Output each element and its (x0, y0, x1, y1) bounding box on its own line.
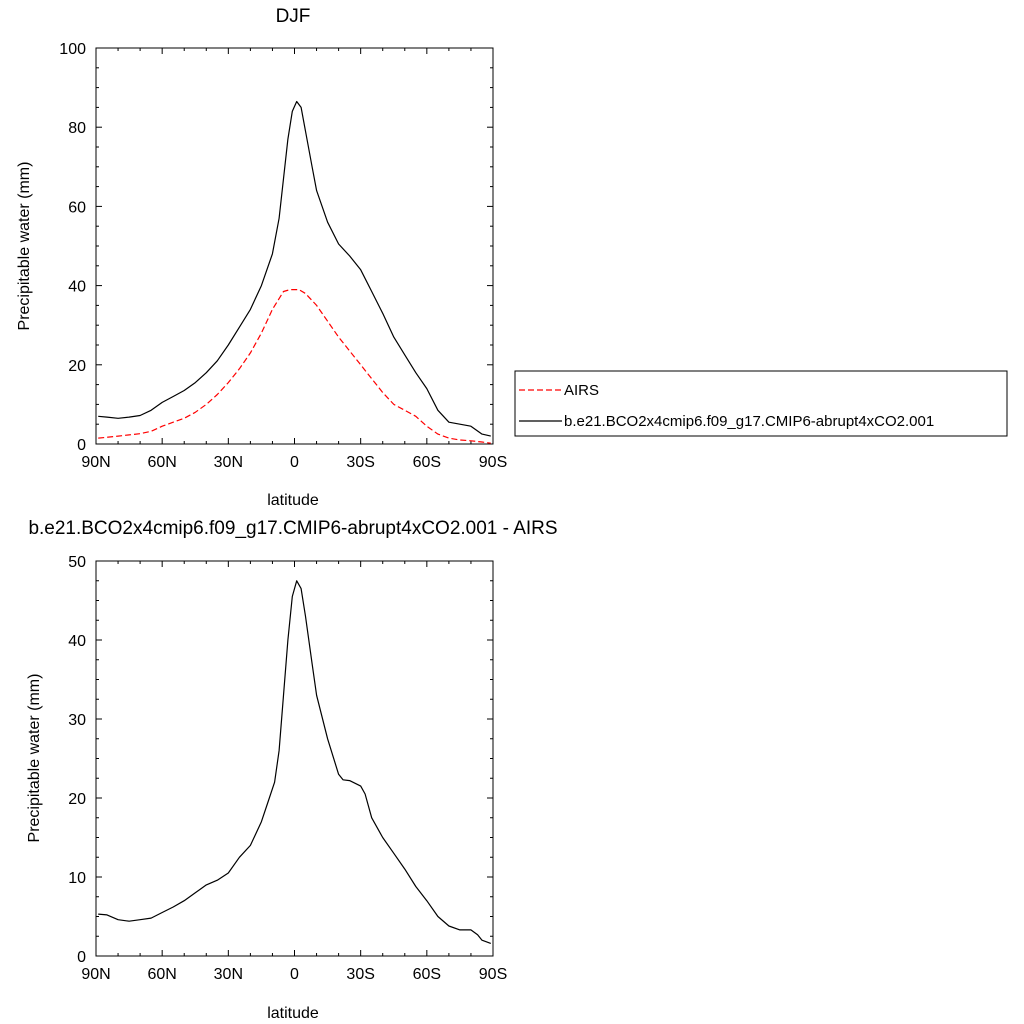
x-tick-labels: 90N 60N 30N 0 30S 60S 90S (81, 966, 507, 983)
x-tick-label: 30N (214, 454, 243, 471)
axis-ticks (95, 47, 494, 445)
y-axis-label: Precipitable water (mm) (26, 674, 43, 843)
y-tick-label: 40 (68, 633, 86, 650)
y-tick-label: 60 (68, 199, 86, 216)
x-axis-label: latitude (267, 492, 319, 509)
legend-box (514, 370, 1008, 437)
y-tick-label: 80 (68, 120, 86, 137)
x-tick-label: 90S (479, 966, 507, 983)
x-tick-label: 30S (346, 454, 374, 471)
y-tick-label: 100 (59, 41, 86, 58)
series-line-0 (98, 289, 491, 444)
x-tick-label: 90N (81, 966, 110, 983)
panel-title: DJF (276, 6, 311, 27)
legend-label-model: b.e21.BCO2x4cmip6.f09_g17.CMIP6-abrupt4x… (564, 413, 934, 430)
x-tick-label: 60S (413, 454, 441, 471)
difference-panel: b.e21.BCO2x4cmip6.f09_g17.CMIP6-abrupt4x… (26, 518, 558, 1022)
x-tick-label: 30N (214, 966, 243, 983)
axis-ticks (95, 560, 494, 957)
y-tick-label: 20 (68, 358, 86, 375)
x-tick-label: 90N (81, 454, 110, 471)
x-tick-label: 90S (479, 454, 507, 471)
legend-label-airs: AIRS (564, 382, 599, 399)
series-line-0 (98, 580, 492, 944)
x-tick-label: 60S (413, 966, 441, 983)
x-tick-label: 30S (346, 966, 374, 983)
djf-panel: DJF 90N 60N 30N 0 30S 60S 90S 0 20 40 60 80 100 lat… (16, 6, 507, 509)
x-tick-label: 60N (147, 966, 176, 983)
y-tick-label: 40 (68, 279, 86, 296)
y-axis-label: Precipitable water (mm) (16, 162, 33, 331)
y-tick-label: 10 (68, 870, 86, 887)
y-tick-label: 50 (68, 554, 86, 571)
x-tick-label: 0 (290, 454, 299, 471)
y-tick-label: 0 (77, 437, 86, 454)
y-tick-label: 30 (68, 712, 86, 729)
panel-title: b.e21.BCO2x4cmip6.f09_g17.CMIP6-abrupt4x… (28, 518, 557, 539)
legend: AIRS b.e21.BCO2x4cmip6.f09_g17.CMIP6-abr… (514, 370, 1008, 437)
x-tick-labels: 90N 60N 30N 0 30S 60S 90S (81, 454, 507, 471)
series-lines (98, 100, 491, 444)
y-tick-labels: 0 10 20 30 40 50 (68, 554, 86, 966)
series-line-1 (98, 100, 491, 437)
series-lines (98, 580, 492, 944)
plot-frame (95, 560, 494, 957)
x-tick-label: 0 (290, 966, 299, 983)
y-tick-label: 0 (77, 949, 86, 966)
y-tick-label: 20 (68, 791, 86, 808)
x-axis-label: latitude (267, 1005, 319, 1022)
y-tick-labels: 0 20 40 60 80 100 (59, 41, 86, 454)
x-tick-label: 60N (147, 454, 176, 471)
